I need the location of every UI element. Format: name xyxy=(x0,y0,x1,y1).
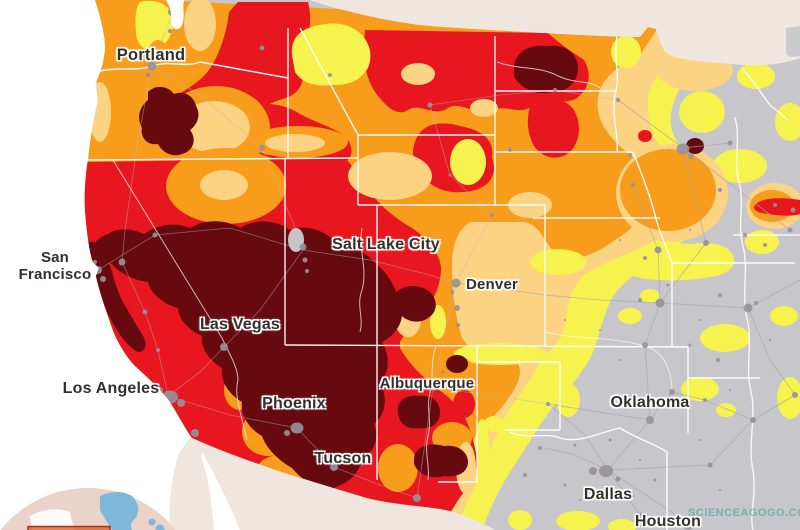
city-label-phoenix: Phoenix xyxy=(262,395,326,412)
city-label-denver: Denver xyxy=(465,276,519,293)
lake-corner-patch xyxy=(786,26,800,57)
locator-rectangle xyxy=(27,525,111,530)
city-label-los-angeles: Los Angeles xyxy=(62,380,160,397)
state-borders xyxy=(84,27,800,530)
city-label-portland: Portland xyxy=(116,46,186,64)
puget-sound xyxy=(166,0,184,30)
city-label-salt-lake-city: Salt Lake City xyxy=(332,236,440,253)
watermark: SCIENCEAGOGO.COM xyxy=(688,507,800,519)
city-label-las-vegas: Las Vegas xyxy=(199,316,281,333)
globe-inset xyxy=(0,488,176,530)
country-label-canada-clipped: CANADA xyxy=(400,0,520,3)
mexico-landmass xyxy=(169,437,495,530)
road-network-west xyxy=(97,14,619,499)
city-label-houston: Houston xyxy=(634,513,702,530)
city-label-dallas: Dallas xyxy=(583,486,633,503)
city-label-tucson: Tucson xyxy=(314,450,372,467)
city-label-san-francisco: San Francisco xyxy=(18,249,92,283)
canada-landmass xyxy=(310,0,800,66)
city-label-albuquerque: Albuquerque xyxy=(379,375,475,392)
city-label-oklahoma: Oklahoma xyxy=(610,394,690,411)
